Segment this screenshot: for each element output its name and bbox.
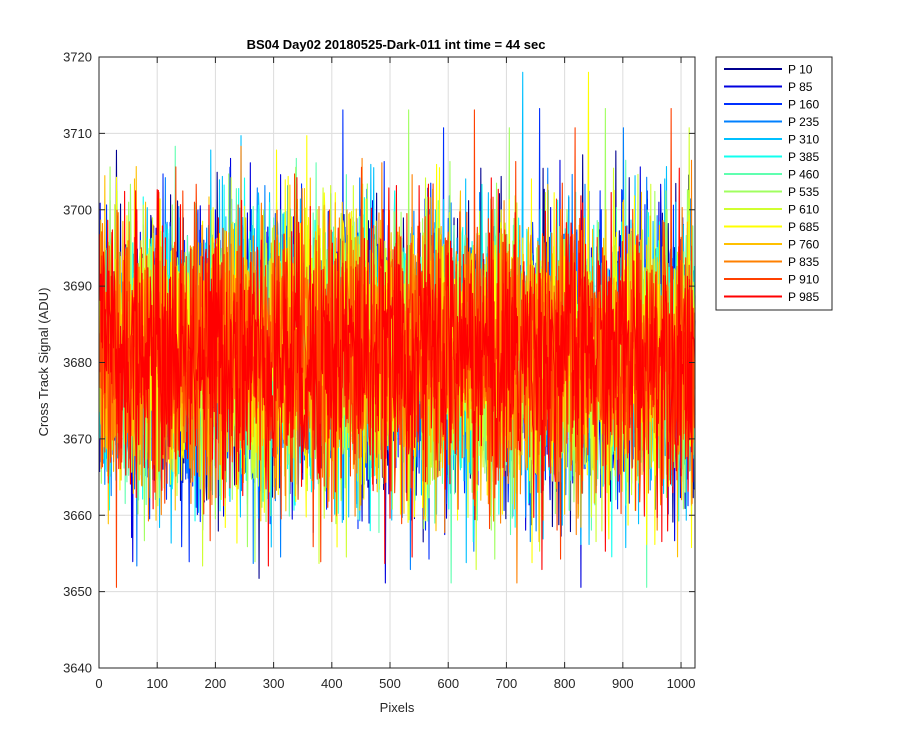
y-tick-label: 3700 [63,202,92,217]
x-tick-label: 700 [496,676,518,691]
legend-label: P 310 [788,133,819,147]
legend-label: P 910 [788,273,819,287]
x-tick-label: 1000 [667,676,696,691]
x-tick-label: 600 [437,676,459,691]
legend-label: P 160 [788,98,819,112]
x-tick-label: 100 [146,676,168,691]
x-tick-label: 200 [205,676,227,691]
x-tick-label: 300 [263,676,285,691]
y-tick-label: 3640 [63,661,92,676]
legend: P 10 P 85 P 160 P 235 P 310 P 385 P 460 P 535 P … [715,56,833,311]
legend-label: P 10 [788,63,813,77]
legend-label: P 685 [788,220,819,234]
legend-label: P 760 [788,238,819,252]
y-tick-label: 3660 [63,508,92,523]
x-tick-label: 400 [321,676,343,691]
y-axis-label: Cross Track Signal (ADU) [36,288,51,437]
legend-label: P 460 [788,168,819,182]
legend-label: P 610 [788,203,819,217]
x-tick-label: 500 [379,676,401,691]
legend-box [715,56,833,311]
y-tick-label: 3690 [63,279,92,294]
x-tick-label: 0 [95,676,102,691]
legend-label: P 535 [788,185,819,199]
legend-label: P 835 [788,255,819,269]
legend-label: P 385 [788,150,819,164]
chart-title: BS04 Day02 20180525-Dark-011 int time = … [247,37,546,52]
y-tick-label: 3710 [63,126,92,141]
x-axis-label: Pixels [380,700,415,715]
y-tick-label: 3680 [63,355,92,370]
x-tick-label: 900 [612,676,634,691]
legend-label: P 985 [788,290,819,304]
y-tick-label: 3650 [63,584,92,599]
legend-label: P 235 [788,115,819,129]
y-tick-label: 3670 [63,431,92,446]
series-line-p-985 [99,167,696,571]
axis-ticks: 0 100 200 300 400 500 600 700 800 900 1000 3640 3650… [63,50,695,692]
legend-label: P 85 [788,80,813,94]
y-tick-label: 3720 [63,50,92,65]
x-tick-label: 800 [554,676,576,691]
series-layer [99,71,696,588]
